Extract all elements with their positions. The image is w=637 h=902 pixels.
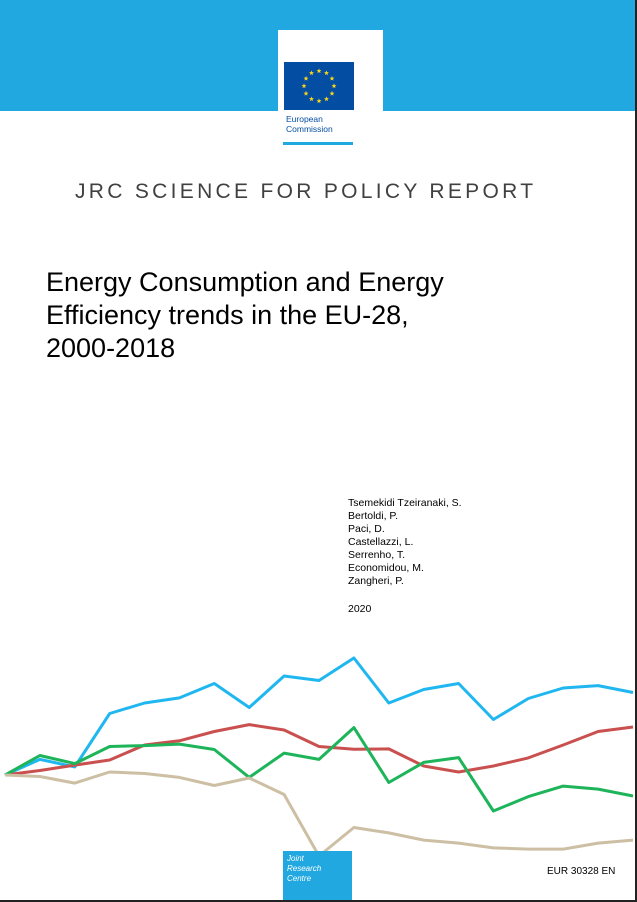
- decorative-trend-lines: [4, 656, 634, 858]
- decorative-line-1: [4, 656, 634, 777]
- author-name: Economidou, M.: [348, 562, 424, 574]
- report-type-heading: JRC SCIENCE FOR POLICY REPORT: [75, 180, 537, 203]
- flag-star: [329, 75, 335, 81]
- flag-star: [324, 96, 329, 102]
- logo-right-stroke: [383, 96, 413, 98]
- author-list: Tsemekidi Tzeiranaki, S. Bertoldi, P. Pa…: [348, 497, 462, 588]
- author-name: Tsemekidi Tzeiranaki, S.: [348, 497, 462, 509]
- logo-left-stroke: [248, 96, 278, 98]
- logo-left-stroke: [248, 104, 278, 106]
- jrc-line: Centre: [287, 874, 312, 883]
- author-name: Bertoldi, P.: [348, 510, 399, 522]
- publication-year: 2020: [348, 603, 372, 615]
- logo-left-stroke: [248, 56, 278, 58]
- flag-star: [309, 96, 314, 102]
- logo-right-stroke: [383, 64, 413, 66]
- jrc-line: Joint: [287, 854, 304, 863]
- flag-star: [301, 83, 307, 89]
- logo-right-stroke: [383, 72, 413, 74]
- logo-caption-line: Commission: [286, 124, 333, 134]
- title-line: 2000-2018: [46, 333, 176, 363]
- title-line: Efficiency trends in the EU-28,: [46, 300, 409, 330]
- flag-star: [309, 70, 314, 76]
- report-title: Energy Consumption and Energy Efficiency…: [46, 266, 586, 365]
- logo-right-stroke: [383, 56, 413, 58]
- flag-star: [316, 68, 322, 74]
- logo-left-stroke: [248, 80, 278, 82]
- decorative-line-2: [4, 723, 634, 777]
- flag-star: [303, 90, 309, 96]
- author-name: Serrenho, T.: [348, 549, 406, 561]
- decorative-line-4: [4, 770, 634, 858]
- flag-star: [303, 75, 309, 81]
- flag-star: [324, 70, 329, 76]
- logo-right-stroke: [383, 104, 413, 106]
- european-commission-logo: European Commission: [248, 30, 413, 145]
- logo-caption-line: European: [286, 114, 323, 124]
- logo-underline: [283, 142, 353, 145]
- report-number: EUR 30328 EN: [547, 866, 616, 877]
- eu-flag-icon: [284, 62, 354, 110]
- jrc-line: Research: [287, 864, 322, 873]
- logo-right-stroke: [383, 88, 413, 90]
- decorative-line-3: [4, 726, 634, 813]
- flag-star: [331, 83, 337, 89]
- author-name: Zangheri, P.: [348, 575, 404, 587]
- jrc-logo-text: Joint Research Centre: [287, 854, 321, 884]
- logo-right-stroke: [383, 80, 413, 82]
- logo-caption: European Commission: [286, 114, 333, 134]
- logo-left-stroke: [248, 72, 278, 74]
- logo-left-stroke: [248, 88, 278, 90]
- flag-star: [329, 90, 335, 96]
- author-name: Paci, D.: [348, 523, 385, 535]
- title-line: Energy Consumption and Energy: [46, 267, 444, 297]
- flag-star: [316, 98, 322, 104]
- jrc-logo-box: Joint Research Centre: [283, 851, 352, 900]
- logo-left-stroke: [248, 64, 278, 66]
- author-name: Castellazzi, L.: [348, 536, 414, 548]
